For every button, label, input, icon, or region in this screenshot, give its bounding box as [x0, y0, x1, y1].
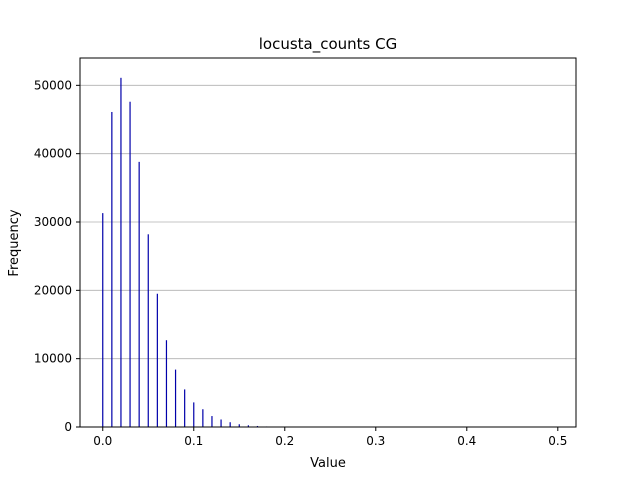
histogram-bar — [165, 340, 168, 427]
x-axis-label: Value — [310, 456, 346, 471]
histogram-bar — [238, 424, 240, 427]
histogram-bar — [193, 402, 195, 427]
y-axis-ticks: 0 10000 20000 30000 40000 50000 — [34, 78, 80, 434]
histogram-bar — [120, 77, 122, 428]
histogram-bar — [211, 416, 213, 427]
x-tick-label: 0.1 — [184, 434, 203, 448]
histogram-bar — [220, 419, 222, 427]
bars — [102, 77, 286, 428]
plot-frame — [79, 57, 577, 428]
histogram-bar — [138, 161, 140, 427]
histogram-bar — [174, 369, 177, 427]
y-tick-label: 0 — [64, 420, 72, 434]
histogram-bar — [184, 389, 186, 427]
histogram-bar — [111, 111, 113, 427]
x-tick-label: 0.4 — [457, 434, 476, 448]
histogram-bar — [202, 409, 204, 427]
histogram-bar — [156, 293, 158, 427]
x-axis-ticks: 0.0 0.1 0.2 0.3 0.4 0.5 — [93, 427, 567, 448]
grid-lines — [80, 84, 576, 360]
y-axis-label: Frequency — [7, 209, 22, 276]
histogram-bar — [147, 234, 149, 427]
histogram-bar — [102, 213, 104, 427]
histogram-bar — [229, 422, 231, 427]
histogram-bar — [129, 101, 131, 427]
histogram-bar — [247, 425, 249, 427]
histogram-bar — [256, 425, 259, 427]
x-tick-label: 0.3 — [366, 434, 385, 448]
y-tick-label: 40000 — [34, 147, 72, 161]
chart-title: locusta_counts CG — [259, 35, 398, 54]
y-tick-label: 50000 — [34, 78, 72, 92]
x-tick-label: 0.0 — [93, 434, 112, 448]
y-tick-label: 10000 — [34, 352, 72, 366]
x-tick-label: 0.2 — [275, 434, 294, 448]
x-tick-label: 0.5 — [548, 434, 567, 448]
y-tick-label: 30000 — [34, 215, 72, 229]
y-tick-label: 20000 — [34, 283, 72, 297]
